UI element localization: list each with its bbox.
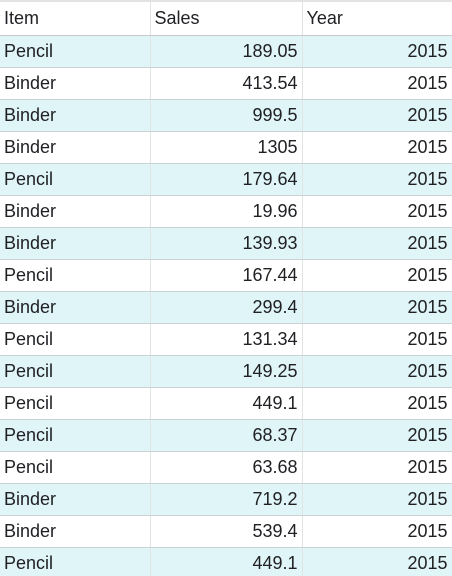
cell-sales[interactable]: 179.64: [150, 163, 303, 196]
cell-year[interactable]: 2015: [302, 483, 452, 516]
cell-year[interactable]: 2015: [302, 323, 452, 356]
table-row: Pencil 189.05 2015: [0, 35, 452, 68]
table-row: Binder 1305 2015: [0, 131, 452, 164]
table-row: Binder 139.93 2015: [0, 227, 452, 260]
table-row: Pencil 68.37 2015: [0, 419, 452, 452]
table-row: Pencil 449.1 2015: [0, 547, 452, 576]
cell-year[interactable]: 2015: [302, 515, 452, 548]
table-row: Pencil 149.25 2015: [0, 355, 452, 388]
table-row: Binder 299.4 2015: [0, 291, 452, 324]
cell-item[interactable]: Pencil: [0, 419, 151, 452]
cell-year[interactable]: 2015: [302, 547, 452, 576]
table-row: Binder 539.4 2015: [0, 515, 452, 548]
cell-item[interactable]: Pencil: [0, 259, 151, 292]
cell-sales[interactable]: 63.68: [150, 451, 303, 484]
table-row: Binder 719.2 2015: [0, 483, 452, 516]
cell-item[interactable]: Pencil: [0, 163, 151, 196]
column-header-sales[interactable]: Sales: [150, 0, 303, 36]
cell-year[interactable]: 2015: [302, 259, 452, 292]
cell-sales[interactable]: 449.1: [150, 547, 303, 576]
cell-item[interactable]: Pencil: [0, 451, 151, 484]
cell-item[interactable]: Pencil: [0, 547, 151, 576]
cell-year[interactable]: 2015: [302, 163, 452, 196]
cell-sales[interactable]: 539.4: [150, 515, 303, 548]
cell-sales[interactable]: 131.34: [150, 323, 303, 356]
cell-year[interactable]: 2015: [302, 131, 452, 164]
cell-item[interactable]: Binder: [0, 483, 151, 516]
table-row: Pencil 131.34 2015: [0, 323, 452, 356]
table-header: Item Sales Year: [0, 0, 452, 36]
table-row: Pencil 63.68 2015: [0, 451, 452, 484]
cell-year[interactable]: 2015: [302, 67, 452, 100]
cell-sales[interactable]: 139.93: [150, 227, 303, 260]
cell-year[interactable]: 2015: [302, 355, 452, 388]
cell-sales[interactable]: 719.2: [150, 483, 303, 516]
table-row: Binder 19.96 2015: [0, 195, 452, 228]
table-body: Pencil 189.05 2015 Binder 413.54 2015 Binder 99…: [0, 35, 452, 576]
cell-sales[interactable]: 999.5: [150, 99, 303, 132]
cell-year[interactable]: 2015: [302, 35, 452, 68]
cell-sales[interactable]: 1305: [150, 131, 303, 164]
cell-year[interactable]: 2015: [302, 227, 452, 260]
cell-year[interactable]: 2015: [302, 99, 452, 132]
table-row: Pencil 449.1 2015: [0, 387, 452, 420]
cell-year[interactable]: 2015: [302, 419, 452, 452]
cell-item[interactable]: Binder: [0, 131, 151, 164]
table-row: Pencil 179.64 2015: [0, 163, 452, 196]
column-header-year[interactable]: Year: [302, 0, 452, 36]
table-row: Binder 999.5 2015: [0, 99, 452, 132]
column-header-item[interactable]: Item: [0, 0, 151, 36]
cell-sales[interactable]: 299.4: [150, 291, 303, 324]
header-row: Item Sales Year: [0, 0, 452, 36]
table-row: Pencil 167.44 2015: [0, 259, 452, 292]
cell-year[interactable]: 2015: [302, 387, 452, 420]
cell-sales[interactable]: 167.44: [150, 259, 303, 292]
cell-sales[interactable]: 413.54: [150, 67, 303, 100]
cell-sales[interactable]: 68.37: [150, 419, 303, 452]
cell-sales[interactable]: 149.25: [150, 355, 303, 388]
cell-item[interactable]: Binder: [0, 515, 151, 548]
cell-year[interactable]: 2015: [302, 451, 452, 484]
cell-item[interactable]: Binder: [0, 291, 151, 324]
cell-sales[interactable]: 449.1: [150, 387, 303, 420]
cell-item[interactable]: Pencil: [0, 35, 151, 68]
cell-item[interactable]: Binder: [0, 227, 151, 260]
cell-item[interactable]: Pencil: [0, 323, 151, 356]
table-row: Binder 413.54 2015: [0, 67, 452, 100]
cell-item[interactable]: Binder: [0, 67, 151, 100]
cell-item[interactable]: Pencil: [0, 355, 151, 388]
cell-item[interactable]: Pencil: [0, 387, 151, 420]
cell-item[interactable]: Binder: [0, 195, 151, 228]
cell-year[interactable]: 2015: [302, 291, 452, 324]
cell-sales[interactable]: 19.96: [150, 195, 303, 228]
cell-year[interactable]: 2015: [302, 195, 452, 228]
cell-sales[interactable]: 189.05: [150, 35, 303, 68]
cell-item[interactable]: Binder: [0, 99, 151, 132]
